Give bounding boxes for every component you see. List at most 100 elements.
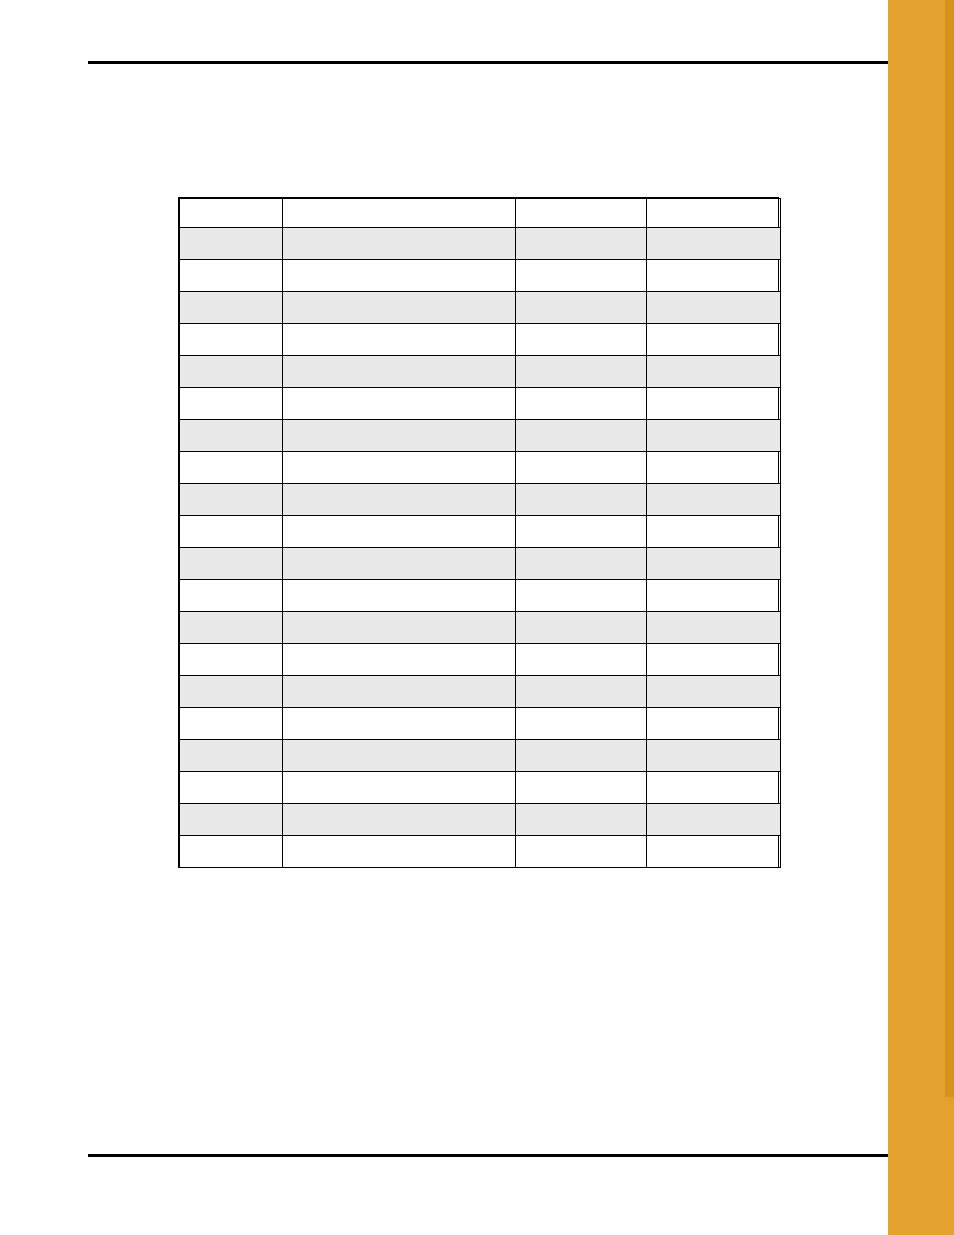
table-cell bbox=[180, 420, 283, 452]
table-cell bbox=[180, 516, 283, 548]
table-cell bbox=[647, 324, 781, 356]
table-cell bbox=[516, 516, 647, 548]
table-cell bbox=[647, 228, 781, 260]
table-cell bbox=[647, 388, 781, 420]
table-cell bbox=[283, 644, 516, 676]
table-cell bbox=[180, 708, 283, 740]
side-tab bbox=[888, 0, 954, 1235]
table-cell bbox=[647, 804, 781, 836]
table-cell bbox=[516, 580, 647, 612]
table-row bbox=[180, 260, 781, 292]
table-cell bbox=[647, 644, 781, 676]
table-cell bbox=[283, 836, 516, 868]
table-cell bbox=[516, 228, 647, 260]
data-table bbox=[178, 197, 779, 868]
table-row bbox=[180, 644, 781, 676]
table-row bbox=[180, 836, 781, 868]
table-cell bbox=[283, 772, 516, 804]
page bbox=[0, 0, 954, 1235]
table-row bbox=[180, 228, 781, 260]
table-row bbox=[180, 324, 781, 356]
table-cell bbox=[516, 708, 647, 740]
table-cell bbox=[647, 708, 781, 740]
table-row bbox=[180, 548, 781, 580]
table-cell bbox=[283, 228, 516, 260]
table-cell bbox=[283, 612, 516, 644]
table-cell bbox=[180, 740, 283, 772]
table-cell bbox=[180, 292, 283, 324]
table-cell bbox=[516, 836, 647, 868]
table-cell bbox=[180, 228, 283, 260]
col-header-2 bbox=[283, 199, 516, 228]
table-cell bbox=[283, 324, 516, 356]
table-cell bbox=[516, 484, 647, 516]
table-cell bbox=[516, 388, 647, 420]
table-cell bbox=[283, 676, 516, 708]
top-rule bbox=[88, 61, 888, 64]
table-cell bbox=[180, 260, 283, 292]
table-cell bbox=[180, 484, 283, 516]
table-cell bbox=[516, 772, 647, 804]
table-cell bbox=[647, 548, 781, 580]
table-header-row bbox=[180, 199, 781, 228]
table-cell bbox=[283, 516, 516, 548]
table-cell bbox=[283, 292, 516, 324]
table-row bbox=[180, 452, 781, 484]
table-cell bbox=[647, 356, 781, 388]
table-cell bbox=[647, 612, 781, 644]
table-row bbox=[180, 484, 781, 516]
table-cell bbox=[516, 324, 647, 356]
table-cell bbox=[180, 676, 283, 708]
table-body bbox=[180, 228, 781, 868]
table-cell bbox=[283, 804, 516, 836]
table-cell bbox=[516, 676, 647, 708]
table-cell bbox=[283, 484, 516, 516]
table-row bbox=[180, 388, 781, 420]
table-cell bbox=[180, 804, 283, 836]
table-cell bbox=[516, 740, 647, 772]
bottom-rule bbox=[88, 1154, 888, 1157]
table-row bbox=[180, 516, 781, 548]
table-row bbox=[180, 708, 781, 740]
table-cell bbox=[180, 452, 283, 484]
table-cell bbox=[647, 676, 781, 708]
table-cell bbox=[180, 356, 283, 388]
col-header-3 bbox=[516, 199, 647, 228]
table-cell bbox=[647, 484, 781, 516]
table-cell bbox=[283, 740, 516, 772]
table-cell bbox=[283, 420, 516, 452]
table-cell bbox=[647, 516, 781, 548]
table-cell bbox=[180, 388, 283, 420]
table-cell bbox=[180, 644, 283, 676]
table-cell bbox=[283, 708, 516, 740]
table-cell bbox=[283, 580, 516, 612]
table-cell bbox=[180, 772, 283, 804]
table-cell bbox=[647, 772, 781, 804]
table-cell bbox=[647, 836, 781, 868]
table-row bbox=[180, 676, 781, 708]
col-header-1 bbox=[180, 199, 283, 228]
table-cell bbox=[283, 452, 516, 484]
table-row bbox=[180, 420, 781, 452]
table-cell bbox=[647, 452, 781, 484]
table-row bbox=[180, 356, 781, 388]
table-row bbox=[180, 740, 781, 772]
table-cell bbox=[647, 420, 781, 452]
table-cell bbox=[283, 388, 516, 420]
table-cell bbox=[283, 260, 516, 292]
table-cell bbox=[516, 612, 647, 644]
table-cell bbox=[283, 548, 516, 580]
table-row bbox=[180, 612, 781, 644]
table-cell bbox=[647, 260, 781, 292]
table-cell bbox=[647, 292, 781, 324]
table-cell bbox=[180, 324, 283, 356]
table-row bbox=[180, 772, 781, 804]
table-cell bbox=[516, 292, 647, 324]
table-cell bbox=[516, 644, 647, 676]
table-row bbox=[180, 292, 781, 324]
table-cell bbox=[180, 548, 283, 580]
table-cell bbox=[647, 740, 781, 772]
table-row bbox=[180, 804, 781, 836]
table-cell bbox=[516, 420, 647, 452]
table-cell bbox=[516, 452, 647, 484]
